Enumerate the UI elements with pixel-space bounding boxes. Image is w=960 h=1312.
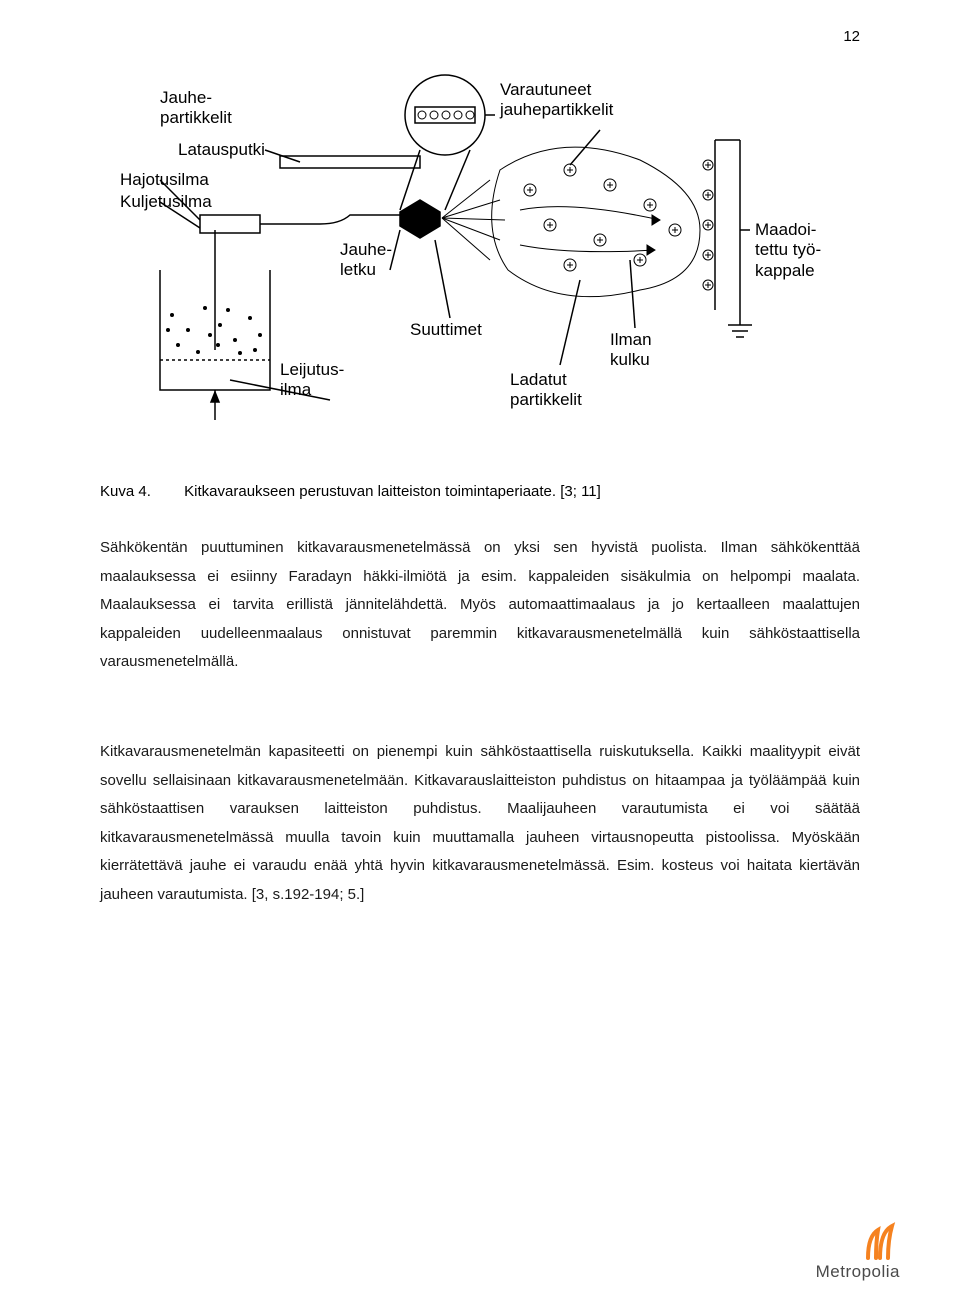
caption-text: Kitkavaraukseen perustuvan laitteiston t… <box>184 483 601 500</box>
caption-prefix: Kuva 4. <box>100 478 180 507</box>
diagram-svg <box>100 70 860 450</box>
page-number: 12 <box>843 28 860 45</box>
paragraph-1: Sähkökentän puuttuminen kitkavarausmenet… <box>100 534 860 677</box>
figure-diagram: Jauhe-partikkelit Latausputki Hajotusilm… <box>100 70 860 450</box>
logo-mark-icon <box>864 1222 900 1262</box>
footer-logo: Metropolia <box>760 1222 900 1282</box>
logo-text: Metropolia <box>816 1262 900 1282</box>
paragraph-2: Kitkavarausmenetelmän kapasiteetti on pi… <box>100 738 860 909</box>
figure-caption: Kuva 4. Kitkavaraukseen perustuvan laitt… <box>100 478 860 507</box>
